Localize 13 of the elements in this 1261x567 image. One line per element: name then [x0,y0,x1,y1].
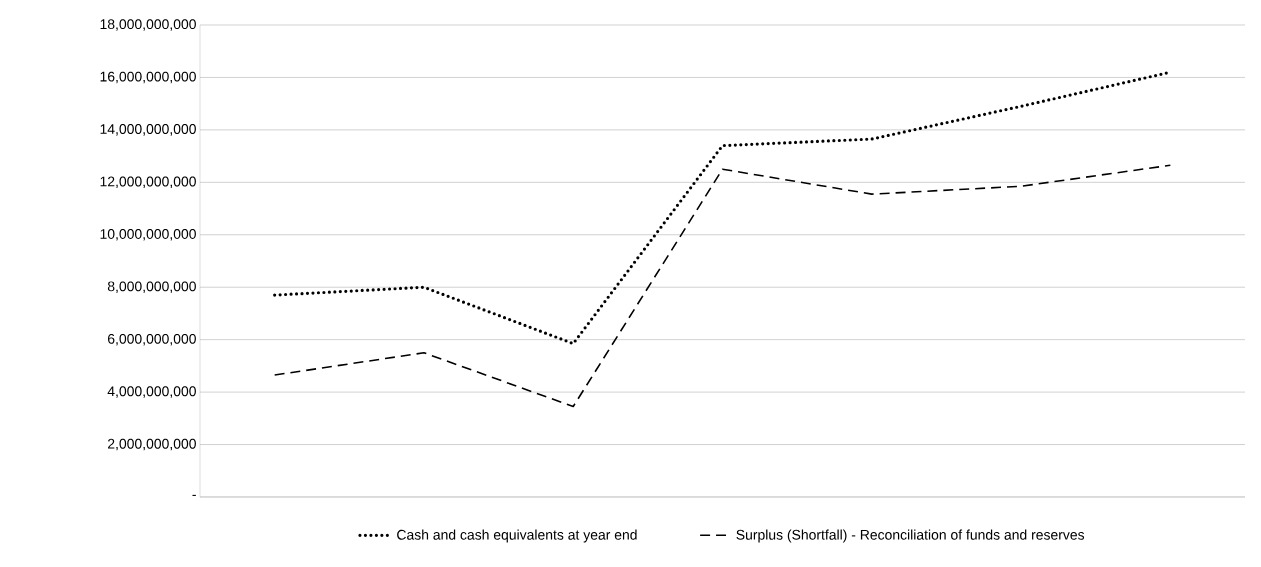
y-tick-label: 18,000,000,000 [100,19,196,31]
y-tick-label: 16,000,000,000 [100,71,196,84]
legend-label: Surplus (Shortfall) - Reconciliation of funds and reserves [736,529,1085,543]
y-tick-label: 12,000,000,000 [100,176,196,189]
y-tick-label: - [192,494,196,496]
legend-label: Cash and cash equivalents at year end [397,529,637,543]
y-tick-label: 4,000,000,000 [107,386,196,398]
line-series [273,164,1172,408]
y-tick-label: 8,000,000,000 [107,281,196,293]
y-tick-label: 14,000,000,000 [100,124,196,136]
y-tick-label: 10,000,000,000 [100,228,196,241]
y-tick-label: 2,000,000,000 [108,438,196,451]
y-tick-label: 6,000,000,000 [108,333,196,346]
